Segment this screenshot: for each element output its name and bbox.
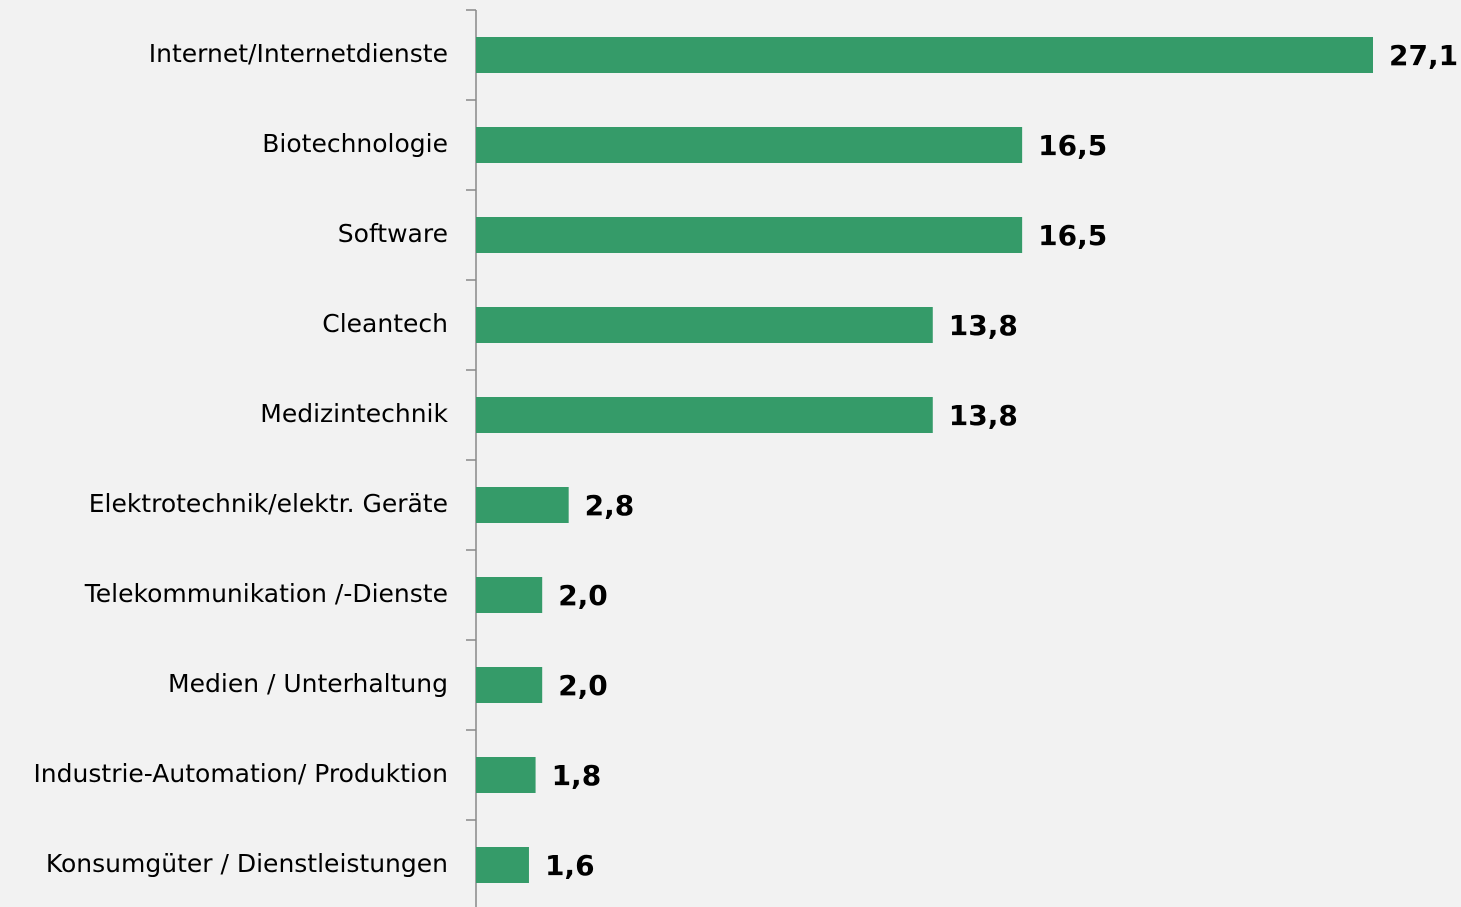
value-label: 2,8	[585, 489, 635, 522]
category-label: Software	[338, 219, 448, 248]
value-label: 13,8	[949, 309, 1018, 342]
value-label: 16,5	[1038, 129, 1107, 162]
bar	[476, 577, 543, 613]
value-label: 1,6	[545, 849, 595, 882]
value-label: 1,8	[552, 759, 602, 792]
value-label: 16,5	[1038, 219, 1107, 252]
category-label: Cleantech	[322, 309, 448, 338]
category-label: Biotechnologie	[262, 129, 448, 158]
category-label: Elektrotechnik/elektr. Geräte	[89, 489, 448, 518]
category-label: Medien / Unterhaltung	[168, 669, 448, 698]
value-label: 2,0	[558, 669, 608, 702]
bar	[476, 37, 1373, 73]
value-label: 13,8	[949, 399, 1018, 432]
category-label: Telekommunikation /-Dienste	[84, 579, 448, 608]
bar	[476, 127, 1023, 163]
bar	[476, 307, 933, 343]
bar	[476, 397, 933, 433]
value-label: 2,0	[558, 579, 608, 612]
category-label: Internet/Internetdienste	[149, 39, 448, 68]
bar	[476, 487, 569, 523]
bar	[476, 847, 529, 883]
category-label: Industrie-Automation/ Produktion	[33, 759, 448, 788]
bar	[476, 757, 536, 793]
bar	[476, 667, 543, 703]
category-label: Konsumgüter / Dienstleistungen	[46, 849, 448, 878]
bar	[476, 217, 1023, 253]
value-label: 27,1	[1389, 39, 1458, 72]
category-label: Medizintechnik	[260, 399, 448, 428]
